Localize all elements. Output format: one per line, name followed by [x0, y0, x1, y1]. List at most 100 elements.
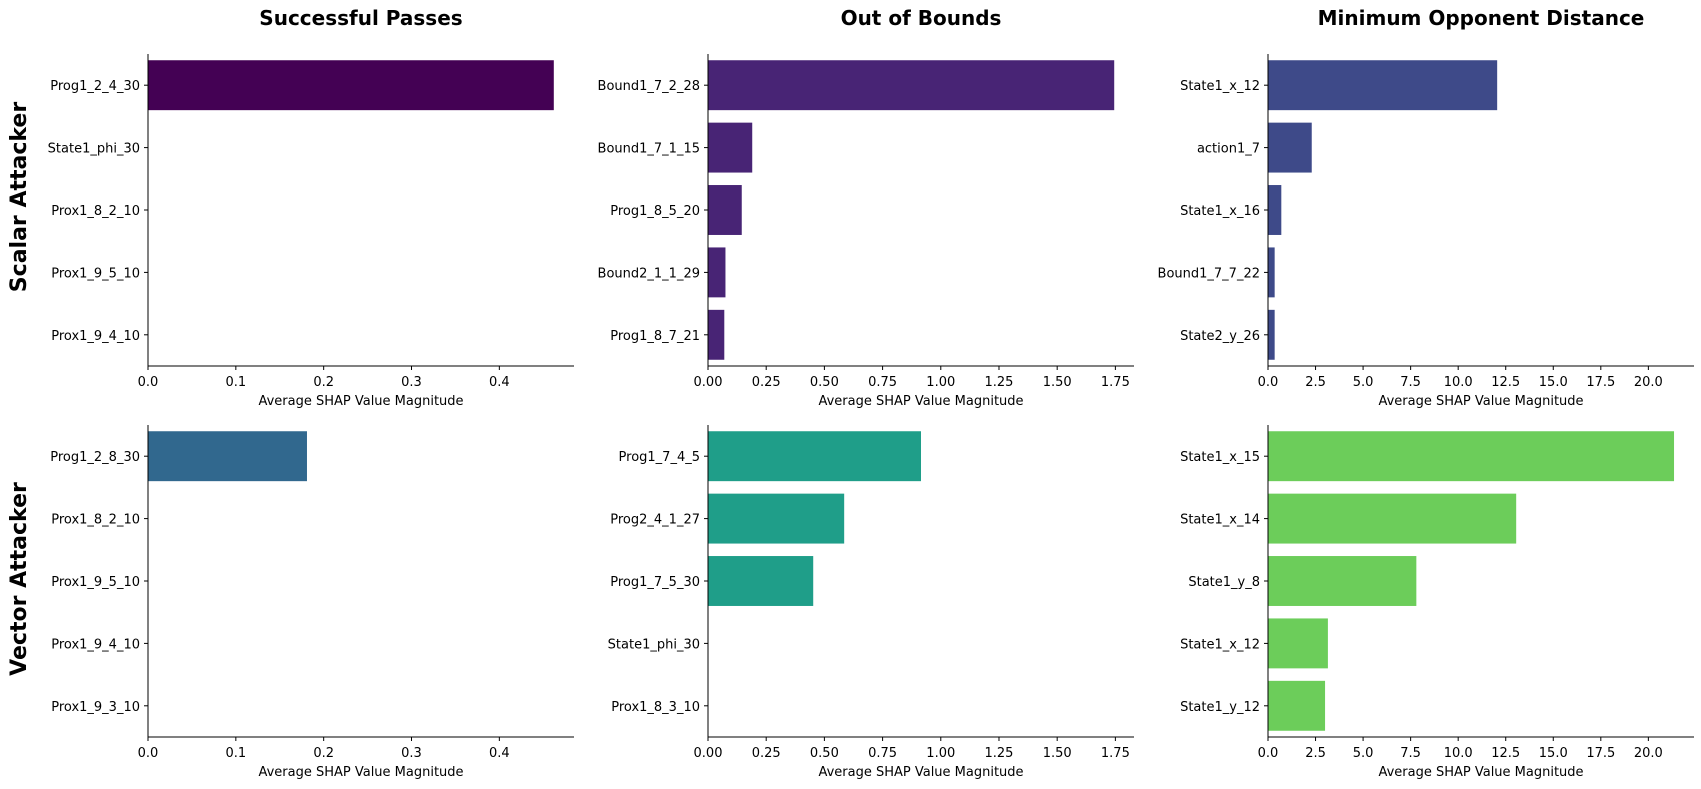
x-tick-label: 10.0: [1444, 375, 1473, 390]
y-tick-label: State1_y_8: [1188, 575, 1260, 590]
y-tick-label: State2_y_26: [1180, 329, 1260, 344]
x-tick-label: 0.0: [1258, 375, 1279, 390]
y-tick-label: Prox1_9_3_10: [51, 700, 140, 715]
bar: [1268, 556, 1417, 606]
x-tick-label: 12.5: [1491, 746, 1520, 761]
y-tick-label: State1_x_14: [1180, 513, 1260, 528]
bar: [708, 247, 726, 298]
x-tick-label: 1.75: [1101, 375, 1130, 390]
bar: [148, 431, 307, 482]
x-tick-label: 20.0: [1634, 746, 1663, 761]
x-tick-label: 12.5: [1491, 375, 1520, 390]
bar: [708, 431, 921, 482]
x-tick-label: 1.50: [1043, 375, 1072, 390]
bar: [708, 122, 753, 173]
x-tick-label: 15.0: [1539, 746, 1568, 761]
y-tick-label: Prog1_7_5_30: [610, 575, 700, 590]
x-tick-label: 0.2: [313, 746, 334, 761]
x-tick-label: 0.75: [868, 746, 897, 761]
y-tick-label: Prog1_2_4_30: [50, 79, 140, 94]
panel-scalar-2: Bound1_7_2_28 Bound1_7_1_15 Prog1_8_5_20 Bo…: [598, 54, 1134, 409]
x-tick-label: 17.5: [1586, 375, 1615, 390]
bar: [708, 493, 845, 544]
x-tick-label: 0.0: [138, 746, 159, 761]
x-tick-label: 0.4: [489, 746, 510, 761]
row-label-vector-attacker: Vector Attacker: [7, 482, 32, 676]
column-title-minimum-opponent-distance: Minimum Opponent Distance: [1318, 6, 1645, 30]
x-tick-label: 2.5: [1305, 375, 1326, 390]
x-tick-label: 0.3: [401, 375, 422, 390]
column-titles: Successful Passes Out of Bounds Minimum …: [259, 6, 1644, 30]
y-tick-label: Prog1_8_7_21: [610, 329, 700, 344]
panel-vector-1: Prog1_2_8_30 Prox1_8_2_10 Prox1_9_5_10 Prox…: [50, 425, 574, 780]
x-axis-label: Average SHAP Value Magnitude: [1378, 765, 1583, 780]
x-tick-label: 0.50: [810, 375, 839, 390]
y-tick-label: Prox1_9_4_10: [51, 637, 140, 652]
x-axis-label: Average SHAP Value Magnitude: [258, 765, 463, 780]
x-tick-label: 0.4: [489, 375, 510, 390]
x-tick-label: 0.2: [313, 375, 334, 390]
bar: [708, 60, 1115, 111]
y-tick-label: action1_7: [1197, 142, 1260, 157]
row-labels: Scalar Attacker Vector Attacker: [7, 102, 32, 676]
x-tick-label: 5.0: [1353, 746, 1374, 761]
bar: [1268, 618, 1328, 669]
panels: Prog1_2_4_30State1_phi_30Prox1_8_2_10Pro…: [48, 54, 1694, 780]
panel-scalar-3: State1_x_12 action1_7 State1_x_16 Bound1_7_…: [1158, 54, 1694, 409]
x-tick-label: 0.00: [694, 746, 723, 761]
x-tick-label: 17.5: [1586, 746, 1615, 761]
panel-vector-3: State1_x_15 State1_x_14 State1_y_8 State1_x…: [1180, 425, 1694, 780]
x-tick-label: 1.25: [985, 746, 1014, 761]
x-tick-label: 10.0: [1444, 746, 1473, 761]
x-tick-label: 1.00: [926, 746, 955, 761]
x-tick-label: 0.75: [868, 375, 897, 390]
bar: [1268, 60, 1498, 111]
x-tick-label: 0.50: [810, 746, 839, 761]
bar: [1268, 122, 1312, 173]
y-tick-label: Bound2_1_1_29: [598, 266, 700, 281]
bar: [1268, 680, 1326, 731]
bar: [708, 309, 725, 360]
y-tick-label: Prox1_8_2_10: [51, 513, 140, 528]
bar: [708, 556, 814, 606]
x-tick-label: 0.0: [1258, 746, 1279, 761]
x-tick-label: 1.75: [1101, 746, 1130, 761]
x-tick-label: 0.00: [694, 375, 723, 390]
y-tick-label: State1_x_12: [1180, 637, 1260, 652]
y-tick-label: State1_x_16: [1180, 204, 1260, 219]
y-tick-label: Prox1_8_2_10: [51, 204, 140, 219]
y-tick-label: Prox1_9_5_10: [51, 266, 140, 281]
bar: [1268, 309, 1275, 360]
x-tick-label: 0.3: [401, 746, 422, 761]
y-tick-label: Bound1_7_7_22: [1158, 266, 1260, 281]
y-tick-label: Prog1_2_8_30: [50, 450, 140, 465]
x-axis-label: Average SHAP Value Magnitude: [1378, 394, 1583, 409]
x-axis-label: Average SHAP Value Magnitude: [818, 765, 1023, 780]
y-tick-label: Prog1_7_4_5: [619, 450, 700, 465]
x-tick-label: 7.5: [1400, 746, 1421, 761]
x-axis-label: Average SHAP Value Magnitude: [258, 394, 463, 409]
x-tick-label: 0.25: [752, 375, 781, 390]
y-tick-label: Bound1_7_2_28: [598, 79, 700, 94]
bar: [1268, 431, 1675, 482]
y-tick-label: Bound1_7_1_15: [598, 142, 700, 157]
x-tick-label: 1.25: [985, 375, 1014, 390]
x-tick-label: 0.1: [225, 746, 246, 761]
x-tick-label: 0.1: [225, 375, 246, 390]
panel-scalar-1: Prog1_2_4_30 State1_phi_30 Prox1_8_2_10 Pro…: [48, 54, 574, 409]
y-tick-label: Prog2_4_1_27: [610, 513, 700, 528]
x-tick-label: 1.00: [926, 375, 955, 390]
x-tick-label: 1.50: [1043, 746, 1072, 761]
y-tick-label: Prox1_9_5_10: [51, 575, 140, 590]
y-tick-label: State1_phi_30: [48, 142, 140, 157]
x-tick-label: 20.0: [1634, 375, 1663, 390]
y-tick-label: State1_x_12: [1180, 79, 1260, 94]
y-tick-label: Prog1_8_5_20: [610, 204, 700, 219]
bar: [1268, 185, 1282, 235]
panel-vector-2: Prog1_7_4_5 Prog2_4_1_27 Prog1_7_5_30 State…: [608, 425, 1134, 780]
x-tick-label: 0.25: [752, 746, 781, 761]
x-tick-label: 7.5: [1400, 375, 1421, 390]
column-title-successful-passes: Successful Passes: [259, 6, 462, 30]
x-tick-label: 0.0: [138, 375, 159, 390]
